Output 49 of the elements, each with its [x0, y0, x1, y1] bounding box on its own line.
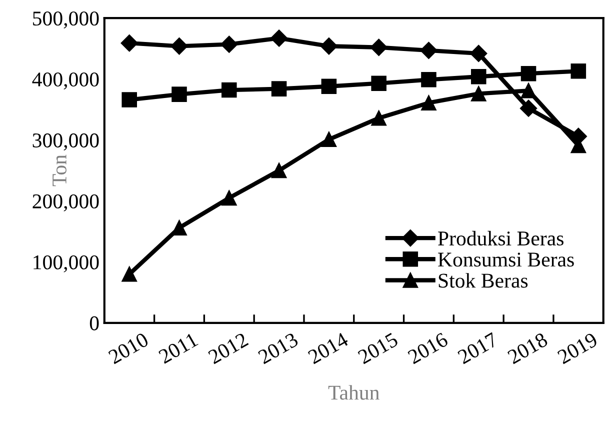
y-tick-label: 400,000	[32, 72, 99, 90]
legend-label: Produksi Beras	[438, 230, 564, 246]
point	[520, 66, 536, 82]
x-tick-label: 2012	[207, 332, 249, 364]
point	[120, 34, 138, 52]
y-tick-label: 200,000	[32, 194, 99, 212]
point	[570, 63, 586, 79]
point	[271, 162, 287, 178]
point	[172, 86, 187, 102]
x-tick-label: 2013	[257, 332, 299, 364]
point	[520, 100, 538, 117]
x-tick-label: 2014	[307, 332, 350, 364]
x-tick-label: 2015	[357, 332, 399, 364]
x-axis-title: Tahun	[328, 385, 380, 400]
point	[220, 36, 238, 53]
x-tick-label: 2017	[456, 332, 499, 364]
point	[470, 86, 486, 102]
point	[320, 38, 338, 55]
x-tick-label: 2016	[407, 332, 449, 364]
legend-label: Stok Beras	[438, 273, 528, 288]
point	[271, 81, 287, 96]
point	[172, 220, 187, 236]
y-tick-label: 500,000	[33, 11, 99, 29]
x-tick-label: 2011	[158, 332, 198, 364]
point	[470, 44, 488, 62]
point	[222, 190, 237, 206]
point	[371, 76, 386, 91]
x-tick-label: 2019	[556, 332, 598, 364]
y-tick-label: 100,000	[34, 255, 99, 272]
point	[270, 30, 288, 47]
legend-label: Konsumsi Beras	[438, 252, 574, 267]
point	[170, 38, 188, 55]
point	[420, 42, 438, 59]
point	[371, 110, 386, 126]
x-tick-label: 2018	[506, 332, 548, 364]
point	[122, 266, 137, 282]
y-tick-label: 0	[90, 316, 99, 330]
y-axis-title: Ton	[52, 154, 66, 186]
point	[222, 82, 237, 98]
point	[321, 78, 337, 94]
point	[421, 95, 436, 110]
x-tick-label: 2010	[108, 332, 150, 364]
point	[321, 132, 337, 148]
point	[370, 38, 388, 56]
y-tick-label: 300,000	[32, 133, 99, 150]
point	[122, 92, 137, 108]
point	[520, 83, 536, 98]
point	[421, 72, 436, 88]
point	[470, 68, 486, 84]
